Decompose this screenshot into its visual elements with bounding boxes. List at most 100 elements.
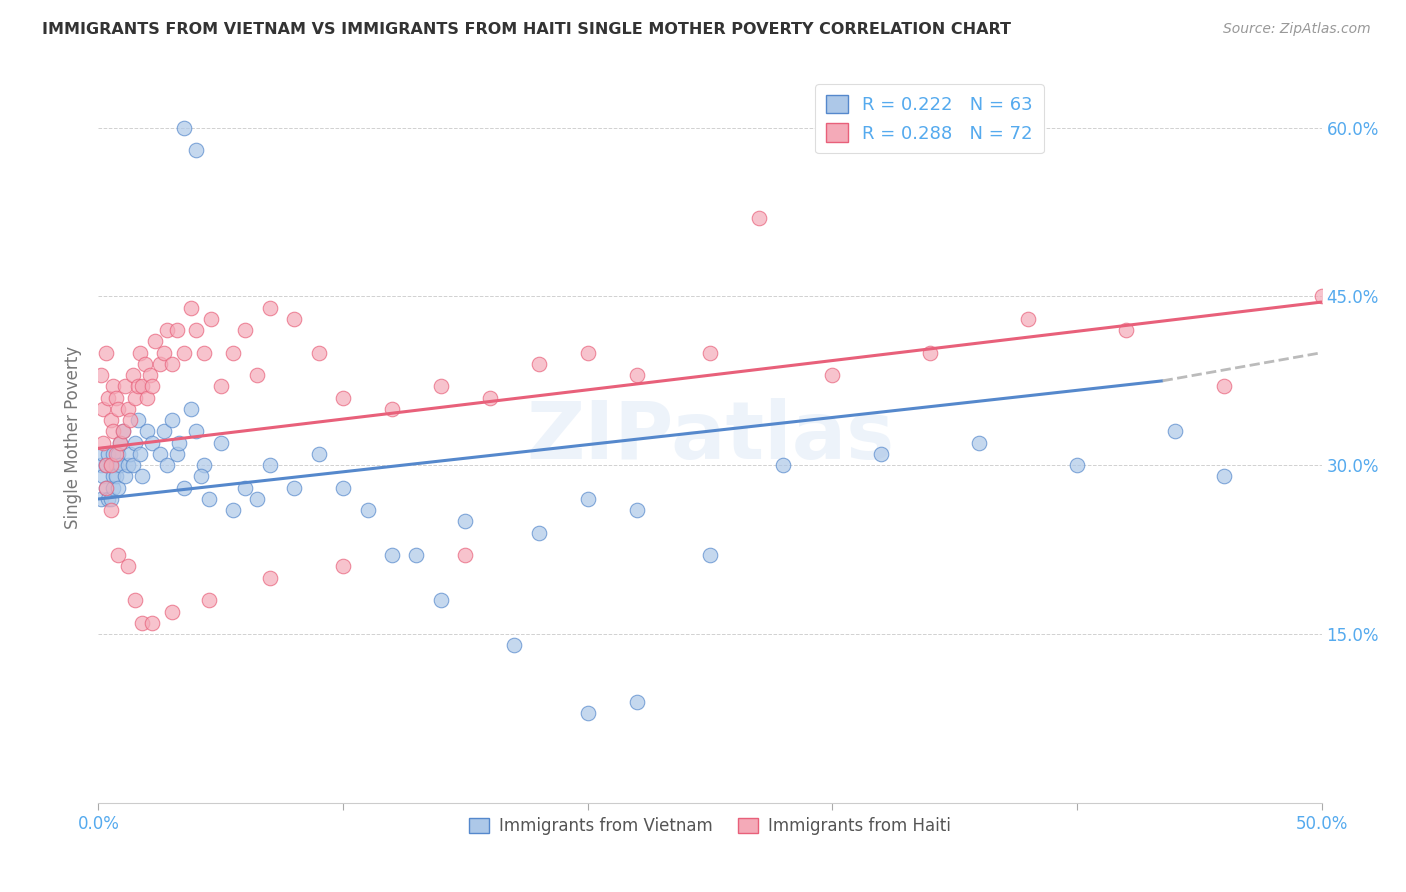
- Point: [967, 435, 990, 450]
- Point: [190, 469, 212, 483]
- Point: [104, 458, 127, 473]
- Point: [136, 425, 159, 439]
- Point: [259, 571, 281, 585]
- Point: [186, 323, 208, 337]
- Point: [107, 401, 129, 416]
- Point: [233, 481, 256, 495]
- Point: [576, 706, 599, 720]
- Point: [129, 345, 152, 359]
- Point: [259, 458, 281, 473]
- Point: [94, 458, 117, 473]
- Point: [124, 593, 146, 607]
- Point: [308, 345, 330, 359]
- Point: [101, 425, 124, 439]
- Point: [127, 413, 149, 427]
- Point: [100, 491, 122, 506]
- Point: [381, 401, 404, 416]
- Point: [110, 458, 132, 473]
- Point: [197, 593, 219, 607]
- Point: [1164, 425, 1187, 439]
- Point: [186, 425, 208, 439]
- Text: Source: ZipAtlas.com: Source: ZipAtlas.com: [1223, 22, 1371, 37]
- Point: [699, 345, 721, 359]
- Point: [821, 368, 844, 383]
- Text: ZIPatlas: ZIPatlas: [526, 398, 894, 476]
- Point: [90, 458, 112, 473]
- Point: [156, 323, 179, 337]
- Point: [156, 458, 179, 473]
- Point: [1212, 379, 1234, 393]
- Point: [104, 447, 127, 461]
- Point: [141, 379, 163, 393]
- Point: [209, 435, 232, 450]
- Point: [131, 469, 153, 483]
- Point: [117, 458, 139, 473]
- Point: [209, 379, 232, 393]
- Point: [101, 447, 124, 461]
- Point: [120, 413, 142, 427]
- Point: [107, 447, 129, 461]
- Point: [332, 559, 354, 574]
- Point: [576, 345, 599, 359]
- Point: [233, 323, 256, 337]
- Point: [381, 548, 404, 562]
- Point: [136, 391, 159, 405]
- Point: [222, 345, 245, 359]
- Point: [120, 447, 142, 461]
- Point: [259, 301, 281, 315]
- Point: [454, 515, 477, 529]
- Point: [153, 425, 176, 439]
- Point: [160, 413, 183, 427]
- Point: [104, 469, 127, 483]
- Point: [100, 458, 122, 473]
- Point: [114, 469, 136, 483]
- Point: [100, 503, 122, 517]
- Point: [167, 435, 190, 450]
- Point: [94, 345, 117, 359]
- Point: [308, 447, 330, 461]
- Point: [283, 481, 305, 495]
- Point: [197, 491, 219, 506]
- Point: [200, 312, 222, 326]
- Point: [139, 368, 162, 383]
- Point: [173, 481, 195, 495]
- Text: IMMIGRANTS FROM VIETNAM VS IMMIGRANTS FROM HAITI SINGLE MOTHER POVERTY CORRELATI: IMMIGRANTS FROM VIETNAM VS IMMIGRANTS FR…: [42, 22, 1011, 37]
- Point: [626, 503, 648, 517]
- Point: [104, 391, 127, 405]
- Point: [454, 548, 477, 562]
- Point: [110, 435, 132, 450]
- Point: [111, 425, 134, 439]
- Point: [107, 548, 129, 562]
- Point: [748, 211, 770, 225]
- Point: [430, 379, 453, 393]
- Point: [141, 435, 163, 450]
- Point: [117, 559, 139, 574]
- Point: [149, 357, 172, 371]
- Point: [173, 120, 195, 135]
- Point: [90, 491, 112, 506]
- Point: [870, 447, 893, 461]
- Point: [94, 481, 117, 495]
- Point: [180, 301, 202, 315]
- Point: [1115, 323, 1137, 337]
- Point: [121, 368, 143, 383]
- Point: [332, 481, 354, 495]
- Point: [153, 345, 176, 359]
- Point: [101, 469, 124, 483]
- Point: [478, 391, 501, 405]
- Point: [107, 481, 129, 495]
- Point: [626, 694, 648, 708]
- Point: [149, 447, 172, 461]
- Point: [111, 425, 134, 439]
- Point: [94, 458, 117, 473]
- Point: [100, 413, 122, 427]
- Point: [91, 435, 114, 450]
- Point: [134, 357, 156, 371]
- Point: [920, 345, 942, 359]
- Point: [166, 447, 188, 461]
- Point: [180, 401, 202, 416]
- Point: [91, 469, 114, 483]
- Point: [101, 379, 124, 393]
- Point: [97, 391, 120, 405]
- Point: [91, 401, 114, 416]
